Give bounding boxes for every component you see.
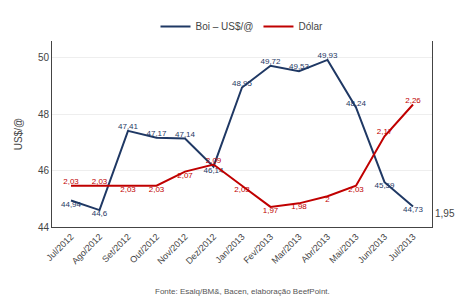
svg-text:1,97: 1,97 xyxy=(263,206,279,215)
svg-text:Boi – US$/@: Boi – US$/@ xyxy=(196,21,254,32)
svg-text:44,73: 44,73 xyxy=(403,205,424,214)
svg-text:47,41: 47,41 xyxy=(118,122,139,131)
svg-text:47,17: 47,17 xyxy=(146,129,167,138)
svg-text:Set/2012: Set/2012 xyxy=(100,232,133,265)
svg-text:49,72: 49,72 xyxy=(260,57,281,66)
svg-text:48,24: 48,24 xyxy=(346,99,367,108)
svg-text:Jan/2013: Jan/2013 xyxy=(213,232,246,265)
svg-text:45,59: 45,59 xyxy=(374,181,395,190)
svg-text:49,93: 49,93 xyxy=(317,51,338,60)
svg-text:49,53: 49,53 xyxy=(289,62,310,71)
svg-text:44,6: 44,6 xyxy=(92,209,108,218)
svg-text:Ago/2012: Ago/2012 xyxy=(70,232,104,266)
svg-text:Mai/2013: Mai/2013 xyxy=(327,232,360,265)
svg-text:48,95: 48,95 xyxy=(232,79,253,88)
svg-text:2,03: 2,03 xyxy=(234,185,250,194)
svg-text:Jul/2012: Jul/2012 xyxy=(44,232,75,263)
svg-text:44,94: 44,94 xyxy=(61,200,82,209)
svg-text:2,09: 2,09 xyxy=(206,156,222,165)
svg-text:Fonte: Esalq/BM&, Bacen, elabo: Fonte: Esalq/BM&, Bacen, elaboração Beef… xyxy=(155,287,330,296)
svg-text:Out/2012: Out/2012 xyxy=(128,232,161,265)
svg-text:50: 50 xyxy=(38,52,50,63)
svg-text:Abr/2013: Abr/2013 xyxy=(299,232,332,265)
svg-text:Dez/2012: Dez/2012 xyxy=(184,232,218,266)
svg-text:US$/@: US$/@ xyxy=(13,118,24,150)
svg-text:46: 46 xyxy=(38,165,50,176)
svg-text:2,03: 2,03 xyxy=(63,177,79,186)
svg-text:Dólar: Dólar xyxy=(298,21,323,32)
svg-text:1,95: 1,95 xyxy=(435,208,455,219)
svg-text:48: 48 xyxy=(38,109,50,120)
svg-text:Nov/2012: Nov/2012 xyxy=(155,232,189,266)
svg-text:Jun/2013: Jun/2013 xyxy=(356,232,389,265)
svg-text:2,17: 2,17 xyxy=(377,127,393,136)
svg-text:2,26: 2,26 xyxy=(405,96,421,105)
svg-text:1,98: 1,98 xyxy=(291,202,307,211)
svg-text:46,14: 46,14 xyxy=(203,166,224,175)
svg-text:2,03: 2,03 xyxy=(149,185,165,194)
svg-text:2,03: 2,03 xyxy=(92,177,108,186)
svg-text:2: 2 xyxy=(325,195,330,204)
svg-text:47,14: 47,14 xyxy=(175,130,196,139)
svg-text:Jul/2013: Jul/2013 xyxy=(386,232,417,263)
svg-text:2,03: 2,03 xyxy=(348,185,364,194)
svg-text:44: 44 xyxy=(38,222,50,233)
svg-text:2,03: 2,03 xyxy=(120,185,136,194)
svg-text:2,07: 2,07 xyxy=(177,171,193,180)
svg-text:Fev/2013: Fev/2013 xyxy=(241,232,275,266)
svg-text:Mar/2013: Mar/2013 xyxy=(270,232,304,266)
